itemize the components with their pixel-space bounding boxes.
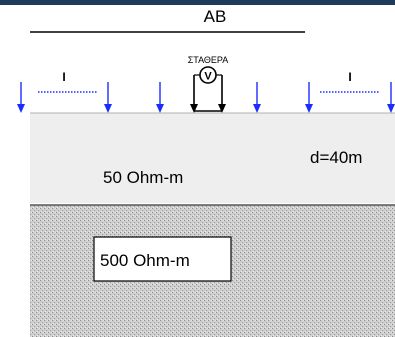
current-label-right-text: I bbox=[348, 70, 351, 84]
electrode-label: ΣΤΑΘΕΡΑ bbox=[188, 55, 229, 65]
current-arrow-5 bbox=[305, 82, 313, 113]
voltmeter-symbol: V bbox=[204, 71, 212, 83]
current-arrow-4 bbox=[253, 82, 261, 113]
bottom-layer-resistivity: 500 Ohm-m bbox=[100, 251, 190, 270]
current-arrow-1 bbox=[17, 82, 25, 113]
top-layer bbox=[30, 113, 395, 203]
potential-electrode-m bbox=[190, 75, 198, 113]
top-layer-resistivity: 50 Ohm-m bbox=[103, 168, 183, 187]
top-layer-thickness: d=40m bbox=[310, 148, 362, 167]
current-label-left: I bbox=[38, 70, 98, 93]
current-label-left-text: I bbox=[62, 70, 65, 84]
diagram-title: AB bbox=[204, 7, 227, 26]
current-arrow-6 bbox=[387, 82, 395, 113]
potential-electrode-n bbox=[218, 75, 226, 113]
voltmeter-icon: V bbox=[194, 66, 222, 84]
top-bar bbox=[0, 0, 395, 5]
current-arrow-3 bbox=[156, 82, 164, 113]
bottom-layer-label-box bbox=[93, 236, 232, 282]
current-label-right: I bbox=[320, 70, 380, 93]
current-arrow-2 bbox=[104, 82, 112, 113]
